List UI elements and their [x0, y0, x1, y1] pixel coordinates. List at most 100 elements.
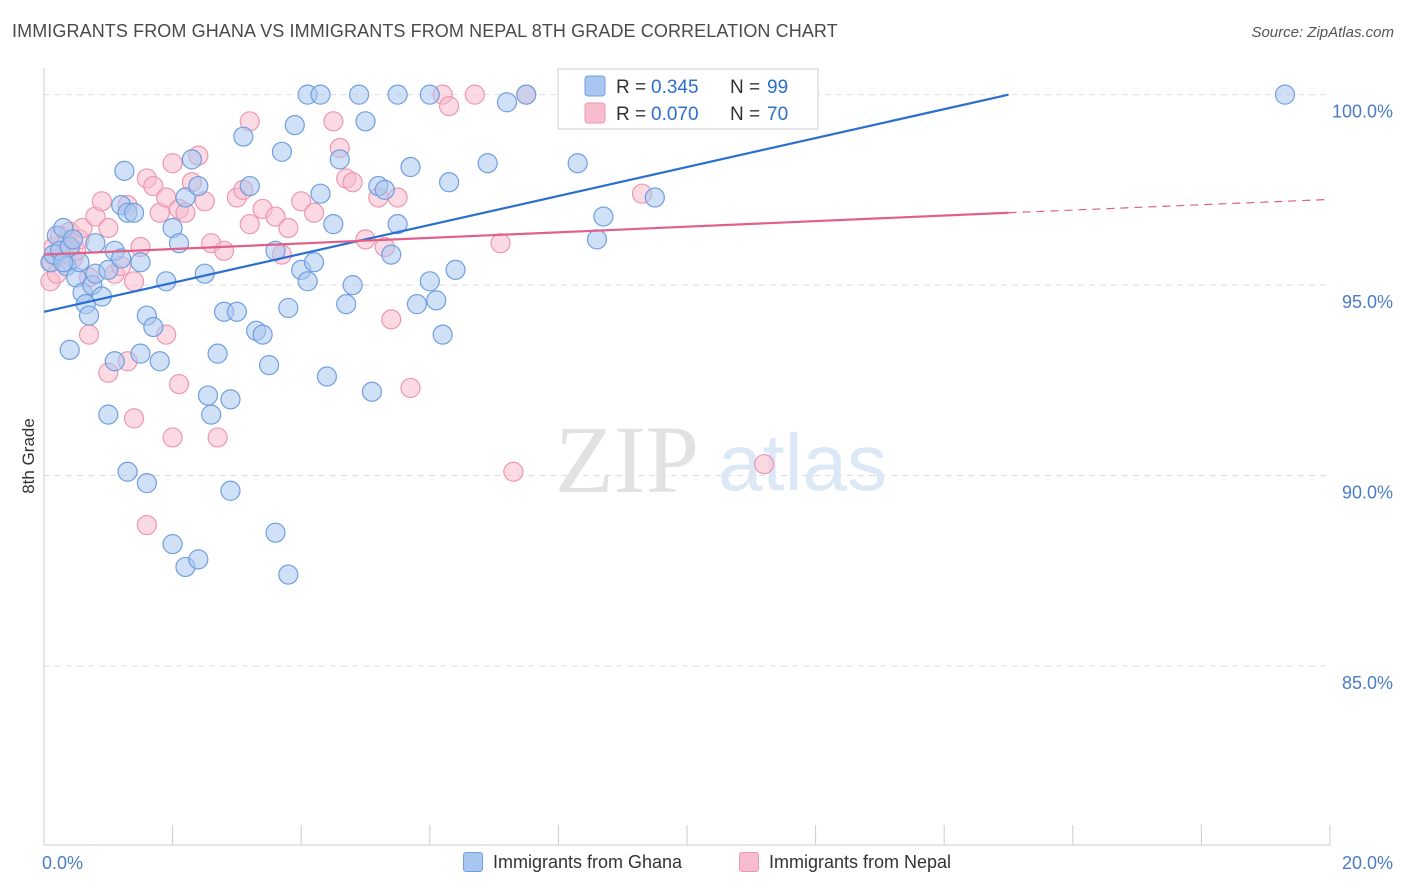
ghana-point-92	[567, 153, 588, 174]
ghana-point-39	[233, 126, 254, 147]
ghana-point-75	[265, 522, 286, 543]
ghana-point-19	[114, 160, 135, 181]
ghana-point-77	[59, 339, 80, 360]
ghana-n-label: N =	[730, 77, 760, 98]
ghana-point-74	[220, 480, 241, 501]
stats-legend-ghana-swatch	[584, 75, 606, 97]
ghana-point-64	[426, 290, 447, 311]
legend-nepal-swatch	[739, 852, 759, 872]
ghana-point-90	[477, 153, 498, 174]
nepal-point-67	[503, 461, 524, 482]
ghana-point-47	[284, 115, 305, 136]
nepal-point-65	[381, 309, 402, 330]
ghana-point-59	[381, 244, 402, 265]
ghana-point-87	[516, 84, 537, 105]
ghana-point-80	[316, 366, 338, 387]
nepal-point-19	[123, 271, 145, 292]
grid-lines	[44, 94, 1330, 667]
nepal-point-32	[213, 240, 235, 261]
nepal-point-39	[278, 217, 299, 239]
ghana-point-25	[149, 351, 170, 372]
nepal-point-14	[91, 191, 112, 212]
ghana-point-56	[355, 111, 376, 132]
legend-nepal-label: Immigrants from Nepal	[769, 852, 952, 872]
ghana-point-45	[271, 141, 293, 162]
nepal-n-label: N =	[730, 104, 760, 125]
legend-ghana-swatch	[463, 852, 483, 872]
ghana-point-51	[310, 183, 331, 204]
y-tick-label-90: 90.0%	[1342, 483, 1393, 503]
legend-nepal[interactable]: Immigrants from Nepal	[739, 852, 951, 873]
ghana-point-31	[188, 175, 209, 197]
ghana-point-43	[258, 354, 280, 376]
ghana-point-50	[303, 252, 325, 273]
nepal-trend-line	[43, 211, 1009, 256]
ghana-point-16	[98, 259, 119, 280]
nepal-point-41	[303, 202, 325, 223]
nepal-point-64	[207, 427, 228, 448]
ghana-point-53	[329, 149, 350, 170]
ghana-trend-line	[43, 93, 1009, 313]
ghana-point-29	[175, 187, 196, 208]
stats-legend-nepal-swatch	[584, 102, 606, 124]
ghana-point-65	[432, 324, 453, 345]
ghana-point-49	[297, 271, 318, 292]
legend-ghana-label: Immigrants from Ghana	[493, 852, 683, 872]
ghana-point-98	[111, 248, 132, 269]
y-axis-label: 8th Grade	[19, 418, 38, 494]
ghana-point-89	[1274, 84, 1296, 105]
nepal-trend-extension	[1008, 198, 1331, 214]
ghana-point-76	[278, 564, 299, 585]
nepal-point-35	[239, 214, 260, 235]
ghana-point-69	[117, 461, 138, 482]
y-tick-label-85: 85.0%	[1342, 673, 1393, 693]
ghana-point-97	[85, 233, 106, 254]
ghana-point-70	[136, 473, 157, 494]
nepal-n-value: 70	[767, 104, 788, 125]
ghana-point-79	[130, 343, 151, 364]
ghana-point-86	[419, 84, 440, 105]
ghana-point-96	[53, 252, 74, 273]
nepal-r-value: 0.070	[651, 104, 699, 125]
nepal-point-60	[136, 514, 157, 536]
ghana-point-94	[593, 206, 614, 227]
nepal-point-66	[400, 377, 421, 399]
nepal-r-label: R =	[616, 104, 646, 125]
legend-ghana[interactable]: Immigrants from Ghana	[463, 852, 682, 873]
ghana-point-71	[162, 534, 183, 555]
source-credit: Source: ZipAtlas.com	[1251, 24, 1394, 41]
stats-legend: R = 0.345 N = 99 R = 0.070 N = 70	[557, 68, 819, 130]
ghana-point-46	[278, 297, 299, 319]
chart-title: IMMIGRANTS FROM GHANA VS IMMIGRANTS FROM…	[12, 21, 838, 41]
ghana-point-58	[374, 179, 395, 200]
ghana-r-value: 0.345	[651, 77, 699, 98]
nepal-point-63	[168, 374, 190, 395]
nepal-point-52	[464, 84, 485, 105]
ghana-point-12	[78, 305, 100, 326]
ghana-point-35	[207, 343, 228, 364]
ghana-point-30	[181, 149, 202, 170]
ghana-point-84	[348, 84, 370, 105]
ghana-series	[40, 84, 1296, 585]
ghana-point-73	[188, 549, 209, 570]
nepal-point-68	[754, 454, 775, 475]
ghana-point-26	[156, 271, 177, 292]
x-ticks	[172, 825, 1331, 845]
nepal-point-15	[98, 217, 119, 239]
x-tick-label-max: 20.0%	[1342, 853, 1393, 873]
ghana-point-95	[644, 187, 665, 208]
nepal-point-59	[123, 408, 145, 429]
ghana-point-66	[438, 172, 460, 193]
nepal-point-51	[438, 95, 460, 117]
y-tick-labels: 85.0% 90.0% 95.0% 100.0%	[1332, 102, 1393, 693]
ghana-point-85	[387, 84, 408, 105]
ghana-n-value: 99	[767, 77, 788, 98]
ghana-point-37	[220, 389, 241, 410]
ghana-point-40	[239, 175, 260, 197]
ghana-point-68	[98, 404, 119, 425]
ghana-point-61	[400, 156, 421, 178]
nepal-point-25	[162, 153, 183, 174]
watermark-zip: ZIP	[555, 406, 699, 513]
ghana-r-label: R =	[616, 77, 646, 98]
